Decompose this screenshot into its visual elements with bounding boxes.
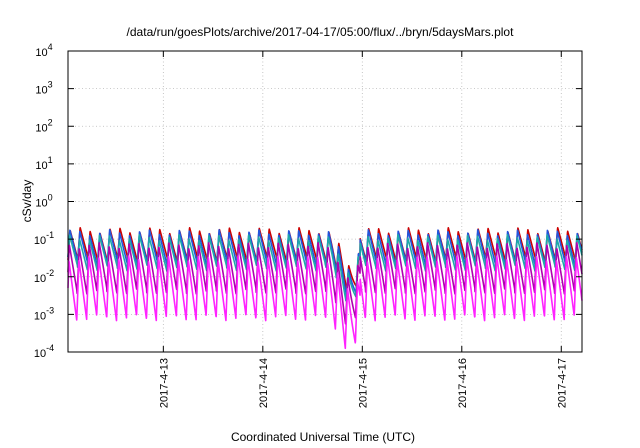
x-axis-label: Coordinated Universal Time (UTC) [231, 430, 415, 444]
series-line [67, 255, 583, 350]
series-layer [67, 226, 583, 350]
x-tick-label: 2017-4-16 [457, 358, 469, 408]
y-tick-label: 10-2 [34, 268, 54, 285]
y-tick-label: 101 [35, 155, 52, 172]
y-tick-label: 10-1 [34, 230, 54, 247]
chart-title: /data/run/goesPlots/archive/2017-04-17/0… [127, 25, 515, 39]
y-tick-label: 10-3 [34, 305, 54, 322]
x-tick-label: 2017-4-13 [158, 358, 170, 408]
grid-layer [68, 51, 582, 352]
y-tick-label: 102 [35, 117, 52, 134]
x-tick-label: 2017-4-17 [556, 358, 568, 408]
y-tick-label: 104 [35, 42, 52, 59]
x-tick-label: 2017-4-14 [258, 358, 270, 408]
y-tick-label: 103 [35, 80, 52, 97]
y-tick-label: 100 [35, 193, 52, 210]
x-tick-label: 2017-4-15 [357, 358, 369, 408]
y-axis-label: cSv/day [20, 180, 34, 223]
tick-layer: 10-4 10-3 10-2 10-1 100 101 102 103 104 2017-4-13… [34, 42, 582, 408]
y-tick-label: 10-4 [34, 343, 54, 360]
